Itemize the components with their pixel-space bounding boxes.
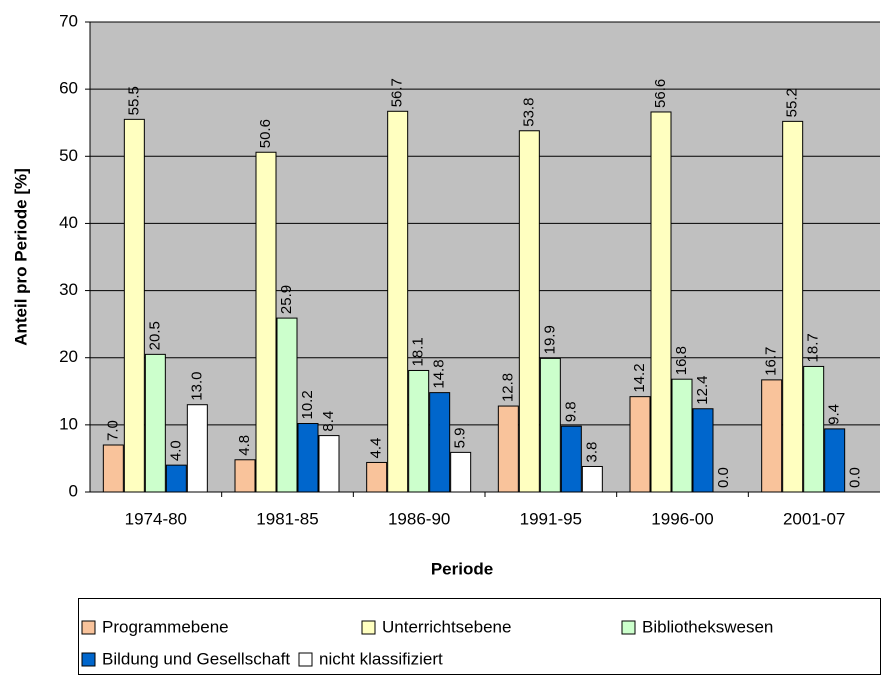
bar bbox=[102, 444, 124, 493]
y-tick-label: 0 bbox=[69, 481, 78, 500]
y-tick-label: 20 bbox=[59, 347, 78, 366]
bar bbox=[165, 464, 187, 493]
legend-label: nicht klassifiziert bbox=[319, 649, 443, 668]
y-axis-label: Anteil pro Periode [%] bbox=[11, 168, 30, 346]
y-tick-label: 30 bbox=[59, 280, 78, 299]
bar bbox=[186, 404, 208, 493]
bar bbox=[761, 379, 783, 493]
value-label: 4.4 bbox=[368, 438, 385, 459]
value-label: 50.6 bbox=[257, 119, 274, 148]
value-label: 9.8 bbox=[562, 401, 579, 422]
value-label: 9.4 bbox=[826, 404, 843, 425]
value-label: 56.7 bbox=[389, 78, 406, 107]
value-label: 0.0 bbox=[715, 467, 732, 488]
value-label: 8.4 bbox=[320, 411, 337, 432]
legend-label: Unterrichtsebene bbox=[382, 617, 511, 636]
bar bbox=[276, 317, 298, 493]
x-tick-label: 1986-90 bbox=[388, 509, 450, 528]
value-label: 53.8 bbox=[520, 98, 537, 127]
bar bbox=[387, 110, 409, 493]
bar bbox=[824, 428, 846, 493]
value-label: 20.5 bbox=[146, 321, 163, 350]
value-label: 14.2 bbox=[631, 363, 648, 392]
legend-label: Bibliothekswesen bbox=[642, 617, 773, 636]
value-label: 14.8 bbox=[431, 359, 448, 388]
value-label: 10.2 bbox=[299, 390, 316, 419]
x-tick-label: 1996-00 bbox=[651, 509, 713, 528]
bar bbox=[408, 369, 430, 493]
value-label: 4.8 bbox=[236, 435, 253, 456]
bar bbox=[560, 425, 582, 493]
bar bbox=[671, 378, 693, 493]
value-label: 19.9 bbox=[541, 325, 558, 354]
bar bbox=[144, 353, 166, 493]
bar bbox=[318, 435, 340, 493]
x-tick-label: 1991-95 bbox=[520, 509, 582, 528]
bar bbox=[297, 423, 319, 493]
bar bbox=[366, 461, 388, 493]
y-tick-label: 60 bbox=[59, 79, 78, 98]
bar bbox=[450, 451, 472, 493]
bar bbox=[692, 408, 714, 493]
bar bbox=[429, 392, 451, 493]
x-tick-label: 2001-07 bbox=[783, 509, 845, 528]
bar bbox=[650, 111, 672, 493]
bar bbox=[123, 118, 145, 493]
plot-area bbox=[90, 22, 880, 492]
bar bbox=[518, 130, 540, 493]
legend-swatch bbox=[298, 652, 313, 667]
value-label: 12.4 bbox=[694, 376, 711, 405]
y-tick-label: 50 bbox=[59, 146, 78, 165]
x-tick-label: 1974-80 bbox=[125, 509, 187, 528]
value-label: 7.0 bbox=[104, 420, 121, 441]
y-tick-label: 70 bbox=[59, 11, 78, 30]
value-label: 18.1 bbox=[410, 337, 427, 366]
y-tick-label: 40 bbox=[59, 213, 78, 232]
value-label: 56.6 bbox=[652, 79, 669, 108]
legend-swatch bbox=[621, 620, 636, 635]
value-label: 3.8 bbox=[583, 442, 600, 463]
legend bbox=[78, 598, 881, 675]
value-label: 5.9 bbox=[452, 428, 469, 449]
value-label: 4.0 bbox=[167, 440, 184, 461]
bar bbox=[782, 120, 804, 493]
value-label: 12.8 bbox=[499, 373, 516, 402]
legend-label: Bildung und Gesellschaft bbox=[102, 649, 290, 668]
bar bbox=[539, 357, 561, 493]
bar bbox=[234, 459, 256, 493]
value-label: 16.7 bbox=[763, 347, 780, 376]
legend-label: Programmebene bbox=[102, 617, 229, 636]
bar bbox=[497, 405, 519, 493]
y-tick-label: 10 bbox=[59, 414, 78, 433]
bar bbox=[629, 396, 651, 493]
value-label: 55.5 bbox=[125, 86, 142, 115]
value-label: 13.0 bbox=[188, 372, 205, 401]
value-label: 16.8 bbox=[673, 346, 690, 375]
bar bbox=[255, 151, 277, 493]
legend-swatch bbox=[361, 620, 376, 635]
legend-swatch bbox=[81, 620, 96, 635]
value-label: 18.7 bbox=[805, 333, 822, 362]
bar bbox=[581, 465, 603, 493]
x-tick-label: 1981-85 bbox=[256, 509, 318, 528]
legend-swatch bbox=[81, 652, 96, 667]
x-axis-label: Periode bbox=[431, 559, 493, 578]
value-label: 55.2 bbox=[784, 88, 801, 117]
value-label: 25.9 bbox=[278, 285, 295, 314]
bar bbox=[803, 365, 825, 493]
value-label: 0.0 bbox=[847, 467, 864, 488]
